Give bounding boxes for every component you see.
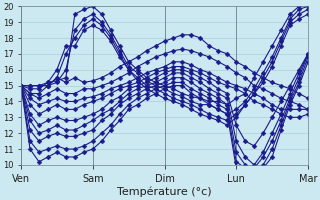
X-axis label: Température (°c): Température (°c) [117, 187, 212, 197]
